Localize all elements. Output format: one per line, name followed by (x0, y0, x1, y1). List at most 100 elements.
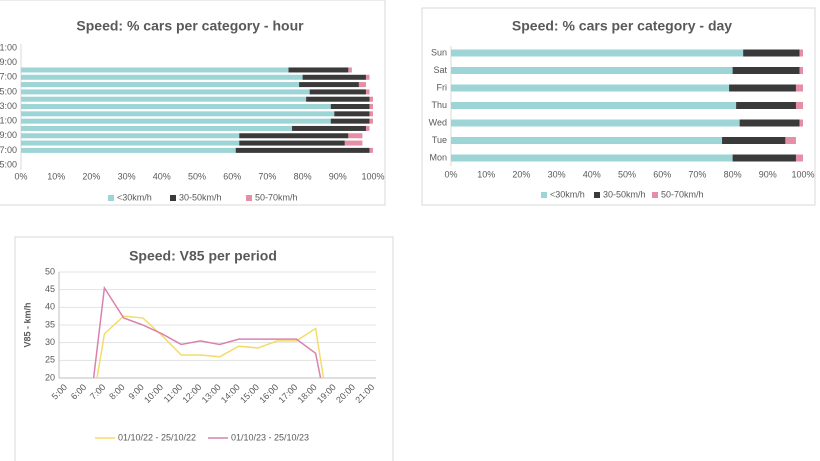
y-tick-label: 35 (45, 319, 55, 329)
y-tick-label: 7:00 (0, 145, 17, 155)
x-tick-label: 50% (188, 171, 206, 181)
bar-segment (239, 140, 345, 146)
bar-segment (330, 104, 370, 110)
bar-segment (358, 82, 366, 88)
legend-swatch (541, 192, 547, 198)
y-tick-label: Thu (431, 100, 447, 110)
legend-label: 50-70km/h (661, 189, 704, 199)
bar-segment (302, 74, 366, 80)
x-tick-label: 90% (329, 171, 347, 181)
y-axis-label: V85 - km/h (22, 302, 32, 347)
legend-label: 50-70km/h (255, 192, 298, 202)
bar-segment (309, 89, 366, 95)
legend-swatch (246, 195, 252, 201)
legend-swatch (594, 192, 600, 198)
bar-segment (21, 140, 240, 146)
x-tick-label: 0% (14, 171, 27, 181)
legend-label: <30km/h (550, 189, 585, 199)
x-tick-label: 70% (258, 171, 276, 181)
bar-segment (736, 102, 796, 109)
y-tick-label: Sun (431, 47, 447, 57)
x-tick-label: 40% (153, 171, 171, 181)
bar-segment (330, 118, 370, 124)
y-tick-label: 19:00 (0, 57, 17, 67)
legend-label: 01/10/22 - 25/10/22 (118, 432, 196, 442)
y-tick-label: Sat (433, 65, 447, 75)
x-tick-label: 40% (583, 169, 601, 179)
chart-title: Speed: % cars per category - day (512, 18, 732, 34)
bar-segment (21, 104, 331, 110)
bar-segment (451, 119, 740, 127)
y-tick-label: Mon (429, 152, 447, 162)
bar-segment (369, 104, 373, 110)
x-tick-label: 20% (82, 171, 100, 181)
bar-segment (21, 125, 293, 131)
y-tick-label: 5:00 (0, 159, 17, 169)
x-tick-label: 30% (548, 169, 566, 179)
bar-segment (451, 154, 733, 162)
bar-segment (739, 119, 800, 127)
x-tick-label: 100% (361, 171, 384, 181)
bar-segment (288, 67, 349, 73)
bar-segment (795, 154, 803, 162)
x-tick-label: 50% (618, 169, 636, 179)
bar-segment (369, 111, 373, 117)
y-tick-label: 50 (45, 266, 55, 276)
y-tick-label: Fri (437, 82, 448, 92)
bar-segment (292, 125, 366, 131)
y-tick-label: 30 (45, 337, 55, 347)
bar-segment (365, 125, 370, 131)
x-tick-label: 0% (444, 169, 457, 179)
legend-label: 01/10/23 - 25/10/23 (231, 432, 309, 442)
bar-segment (348, 133, 363, 139)
y-tick-label: Tue (432, 135, 447, 145)
bar-segment (365, 74, 370, 80)
bar-segment (795, 102, 803, 109)
chart-title: Speed: % cars per category - hour (76, 18, 304, 34)
bar-segment (306, 96, 370, 102)
x-tick-label: 60% (223, 171, 241, 181)
bar-segment (799, 119, 803, 127)
bar-segment (239, 133, 349, 139)
bar-segment (21, 133, 240, 139)
bar-segment (732, 67, 800, 74)
legend-label: 30-50km/h (603, 189, 646, 199)
legend-swatch (170, 195, 176, 201)
bar-segment (785, 137, 796, 144)
y-tick-label: 25 (45, 355, 55, 365)
bar-segment (365, 89, 370, 95)
chart-frame (14, 236, 394, 461)
x-tick-label: 30% (118, 171, 136, 181)
y-tick-label: 9:00 (0, 130, 17, 140)
bar-segment (743, 49, 800, 57)
bar-segment (21, 74, 303, 80)
bar-segment (451, 67, 733, 74)
x-tick-label: 70% (688, 169, 706, 179)
y-tick-label: 17:00 (0, 72, 17, 82)
chart-frame (0, 0, 386, 206)
x-tick-label: 10% (47, 171, 65, 181)
legend-label: <30km/h (117, 192, 152, 202)
x-tick-label: 80% (294, 171, 312, 181)
bar-segment (21, 67, 289, 73)
y-tick-label: 21:00 (0, 42, 17, 52)
bar-segment (299, 82, 359, 88)
series-line (92, 285, 322, 378)
x-tick-label: 90% (759, 169, 777, 179)
bar-segment (21, 111, 335, 117)
bar-segment (21, 89, 310, 95)
y-tick-label: 45 (45, 284, 55, 294)
legend-label: 30-50km/h (179, 192, 222, 202)
bar-segment (799, 67, 803, 74)
y-tick-label: 20 (45, 372, 55, 382)
bar-segment (451, 49, 744, 57)
bar-segment (21, 118, 331, 124)
bar-segment (369, 118, 373, 124)
bar-segment (795, 84, 803, 92)
bar-segment (722, 137, 786, 144)
chart-title: Speed: V85 per period (129, 248, 277, 264)
bar-segment (21, 82, 300, 88)
legend-swatch (108, 195, 114, 201)
bar-segment (344, 140, 363, 146)
